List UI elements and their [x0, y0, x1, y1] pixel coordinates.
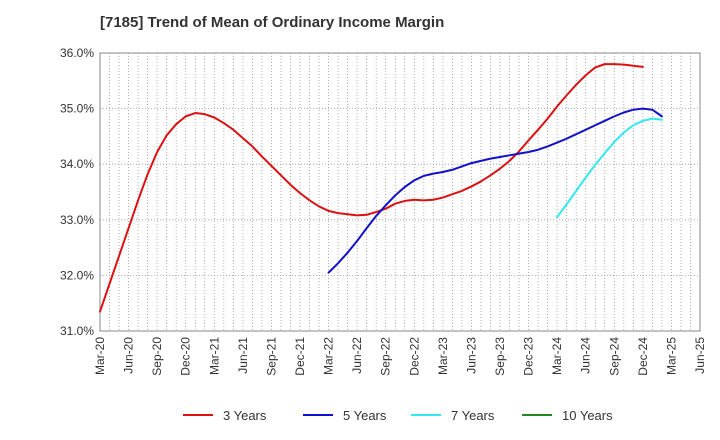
x-tick-label: Jun-23 — [464, 337, 478, 374]
axis-layer: 31.0% 32.0% 33.0% 34.0% 35.0% 36.0% Mar-20 Jun-… — [60, 46, 707, 376]
y-tick-label: 31.0% — [60, 324, 94, 338]
series-line-3-years — [99, 63, 644, 313]
plot-border — [99, 52, 701, 332]
x-tick-label: Mar-21 — [207, 337, 221, 375]
x-tick-label: Mar-22 — [322, 337, 336, 375]
x-tick-label: Sep-20 — [150, 337, 164, 376]
x-tick-label: Dec-23 — [522, 337, 536, 376]
x-tick-label: Sep-23 — [493, 337, 507, 376]
x-tick-label: Dec-24 — [636, 337, 650, 376]
y-tick-label: 33.0% — [60, 213, 94, 227]
legend-label: 7 Years — [451, 408, 495, 423]
x-tick-label: Mar-23 — [436, 337, 450, 375]
y-tick-label: 34.0% — [60, 157, 94, 171]
legend: 3 Years 5 Years 7 Years 10 Years — [183, 408, 613, 423]
chart-title: [7185] Trend of Mean of Ordinary Income … — [100, 14, 445, 31]
y-tick-label: 36.0% — [60, 46, 94, 60]
x-tick-label: Sep-21 — [264, 337, 278, 376]
x-tick-label: Jun-24 — [579, 337, 593, 374]
x-tick-label: Mar-25 — [664, 337, 678, 375]
x-tick-label: Mar-24 — [550, 337, 564, 375]
series-layer — [99, 63, 663, 313]
x-tick-label: Mar-20 — [93, 337, 107, 375]
series-line-5-years — [327, 107, 663, 274]
x-tick-label: Jun-21 — [236, 337, 250, 374]
x-tick-label: Jun-25 — [693, 337, 707, 374]
x-tick-label: Jun-20 — [122, 337, 136, 374]
legend-label: 10 Years — [562, 408, 613, 423]
x-tick-label: Dec-20 — [179, 337, 193, 376]
x-tick-label: Dec-21 — [293, 337, 307, 376]
series-line-7-years — [556, 117, 663, 219]
legend-label: 5 Years — [343, 408, 387, 423]
legend-label: 3 Years — [223, 408, 267, 423]
y-tick-label: 35.0% — [60, 102, 94, 116]
y-tick-label: 32.0% — [60, 268, 94, 282]
x-tick-label: Sep-24 — [607, 337, 621, 376]
x-tick-label: Dec-22 — [407, 337, 421, 376]
x-tick-label: Sep-22 — [379, 337, 393, 376]
x-tick-label: Jun-22 — [350, 337, 364, 374]
